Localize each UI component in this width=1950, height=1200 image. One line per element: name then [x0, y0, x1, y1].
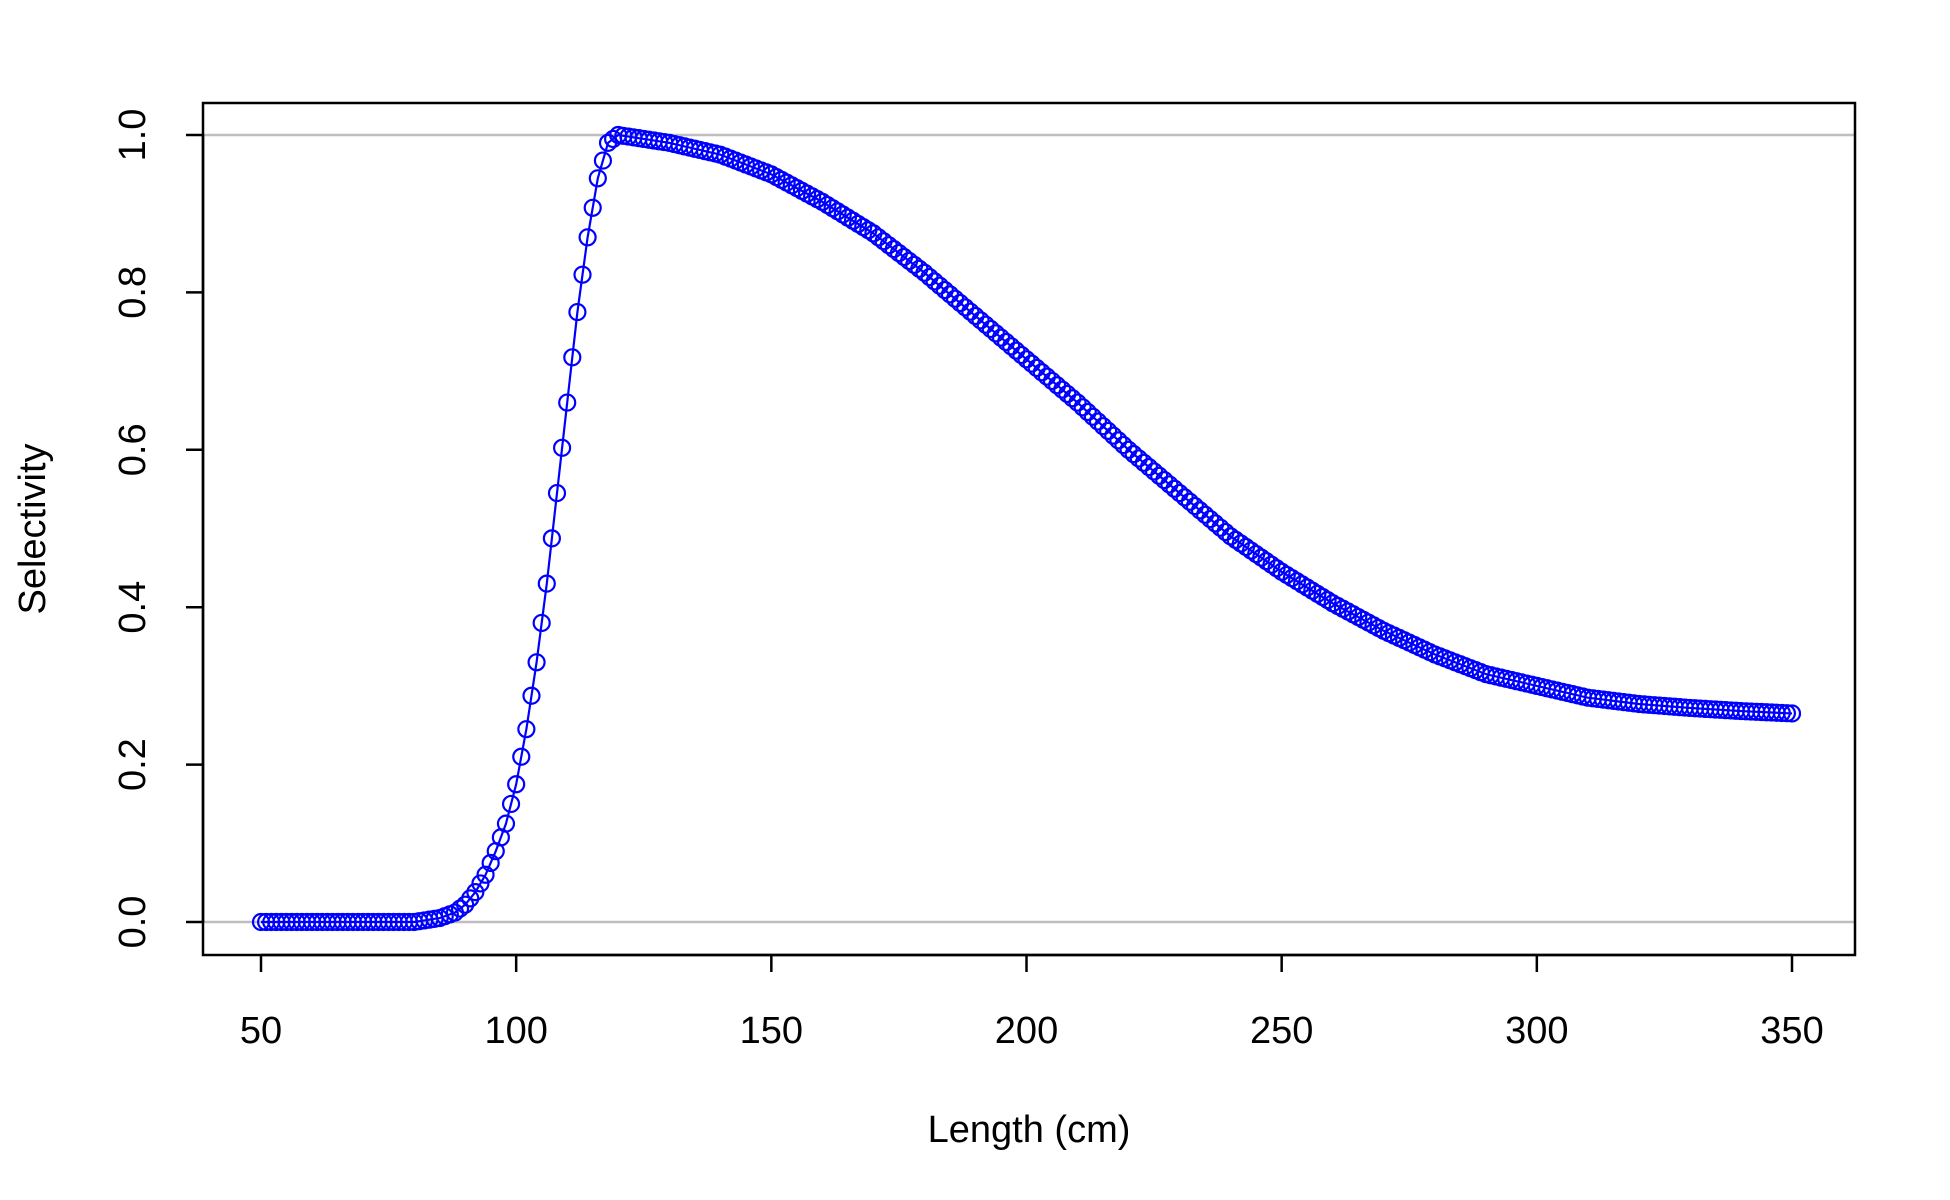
y-tick-label-1: 0.2 — [112, 738, 154, 791]
series-markers-0 — [251, 125, 1802, 932]
x-axis-title: Length (cm) — [928, 1109, 1131, 1151]
y-tick-label-2: 0.4 — [112, 581, 154, 634]
data-point — [1782, 704, 1802, 723]
x-tick-label-1: 100 — [484, 1010, 547, 1052]
data-point — [450, 899, 470, 918]
y-tick-label-5: 1.0 — [112, 109, 154, 162]
x-tick-label-6: 350 — [1760, 1010, 1823, 1052]
data-point — [517, 720, 536, 739]
y-tick-label-3: 0.6 — [112, 423, 154, 476]
plot-frame — [201, 101, 1857, 957]
x-tick-label-0: 50 — [240, 1010, 282, 1052]
data-point — [1073, 398, 1092, 417]
data-point — [1099, 421, 1118, 441]
data-point — [507, 775, 526, 794]
data-point — [1063, 389, 1082, 408]
data-point — [1093, 417, 1113, 436]
data-point — [1083, 407, 1102, 426]
data-point — [471, 874, 490, 893]
data-point — [547, 483, 567, 503]
data-point — [537, 574, 556, 593]
x-axis: 50 100 150 200 250 300 350 — [240, 953, 1824, 1052]
series-line-0 — [261, 133, 1793, 924]
data-point — [563, 348, 582, 367]
x-tick-label-2: 150 — [740, 1010, 803, 1052]
data-point — [1088, 412, 1108, 431]
y-axis-title: Selectivity — [12, 443, 54, 614]
x-tick-label-5: 300 — [1505, 1010, 1568, 1052]
data-point — [583, 198, 602, 217]
data-point — [588, 169, 607, 188]
data-point — [1777, 704, 1797, 723]
y-axis: 0.0 0.2 0.4 0.6 0.8 1.0 — [112, 109, 205, 949]
data-point — [558, 393, 577, 412]
data-point — [466, 882, 485, 902]
data-point — [1109, 431, 1128, 450]
data-point — [501, 794, 521, 814]
series-layer — [251, 125, 1802, 932]
data-point — [1068, 393, 1087, 412]
y-tick-label-4: 0.8 — [112, 266, 154, 319]
data-point — [532, 613, 551, 633]
data-point — [522, 686, 541, 705]
data-point — [527, 653, 546, 672]
y-tick-label-0: 0.0 — [112, 896, 154, 949]
data-point — [593, 151, 613, 170]
data-point — [476, 865, 495, 884]
data-point — [1114, 435, 1133, 455]
data-point — [481, 853, 500, 873]
data-point — [1772, 703, 1791, 723]
x-tick-label-4: 250 — [1250, 1010, 1313, 1052]
data-point — [568, 302, 587, 322]
x-tick-label-3: 200 — [995, 1010, 1058, 1052]
data-point — [512, 747, 531, 766]
data-point — [1078, 402, 1097, 422]
reference-lines — [203, 133, 1855, 924]
data-point — [1104, 426, 1123, 445]
data-point — [552, 438, 572, 457]
data-point — [542, 529, 561, 548]
data-point — [578, 228, 597, 247]
data-point — [496, 814, 516, 833]
data-point — [573, 265, 592, 284]
